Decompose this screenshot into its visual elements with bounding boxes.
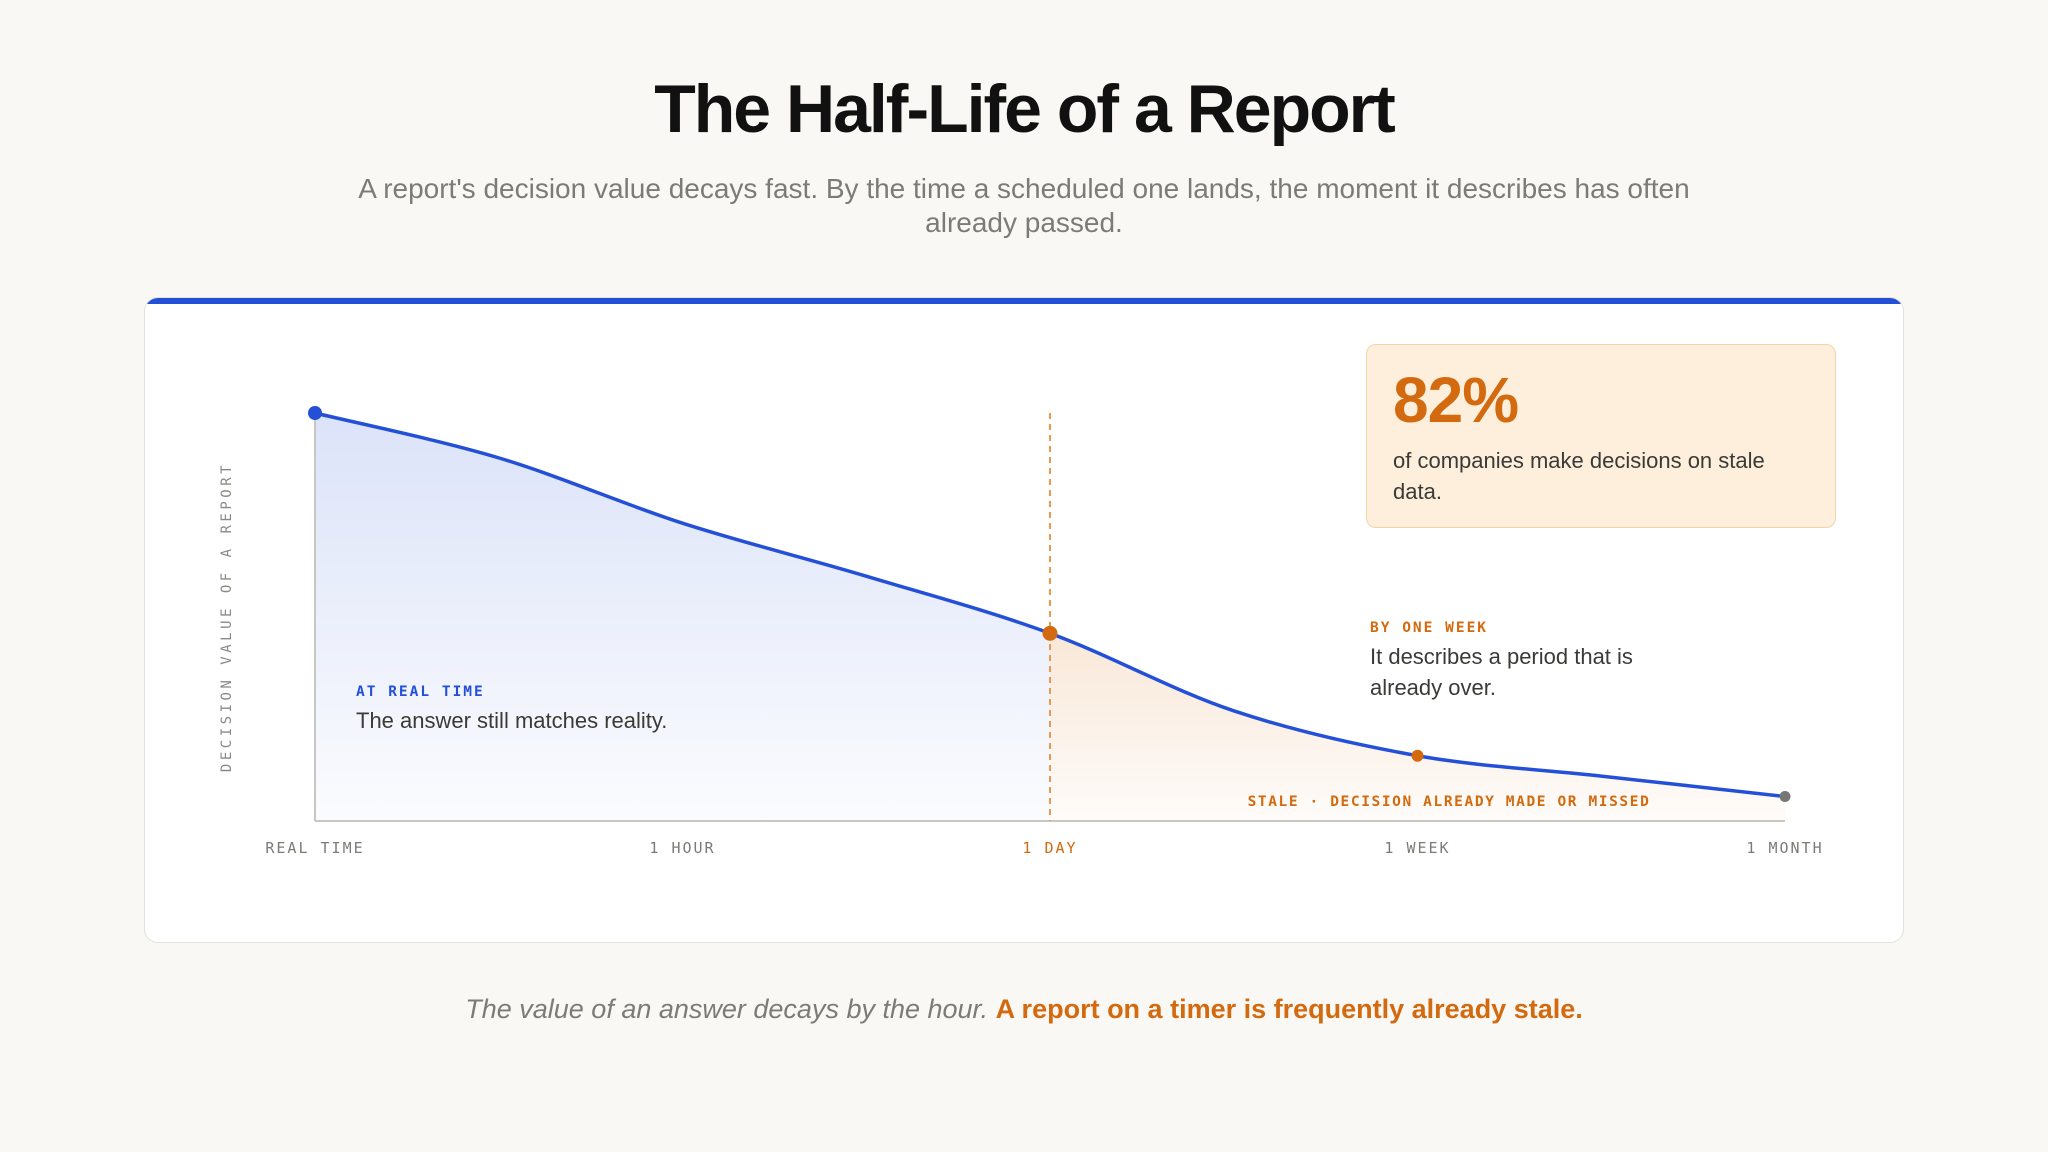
x-tick-label: REAL TIME bbox=[265, 839, 364, 857]
annotation-text: It describes a period that is already ove… bbox=[1370, 644, 1633, 700]
x-tick-label: 1 HOUR bbox=[649, 839, 715, 857]
marker-start bbox=[308, 406, 322, 420]
annotation-text: The answer still matches reality. bbox=[356, 708, 667, 733]
stat-callout: 82% of companies make decisions on stale… bbox=[1366, 344, 1836, 528]
annotation-heading: BY ONE WEEK bbox=[1370, 620, 1488, 636]
card-accent-bar bbox=[145, 298, 1903, 304]
decay-chart: REAL TIME 1 HOUR 1 DAY 1 WEEK 1 MONTH DECISIO… bbox=[219, 406, 1823, 857]
stale-area bbox=[1050, 633, 1785, 821]
marker-threshold bbox=[1042, 625, 1058, 641]
x-tick-label: 1 MONTH bbox=[1746, 839, 1823, 857]
footer-italic-text: The value of an answer decays by the hou… bbox=[465, 994, 989, 1024]
chart-card: REAL TIME 1 HOUR 1 DAY 1 WEEK 1 MONTH DECISIO… bbox=[144, 297, 1904, 943]
y-axis-label: DECISION VALUE OF A REPORT bbox=[219, 462, 235, 772]
marker-end bbox=[1779, 791, 1791, 803]
x-tick-label: 1 WEEK bbox=[1384, 839, 1450, 857]
annotation-heading: AT REAL TIME bbox=[356, 684, 485, 700]
page-title: The Half-Life of a Report bbox=[654, 71, 1396, 147]
fresh-area bbox=[315, 413, 1050, 821]
stale-zone-label: STALE · DECISION ALREADY MADE OR MISSED bbox=[1248, 794, 1651, 810]
footer-emphasis-text: A report on a timer is frequently alread… bbox=[995, 994, 1583, 1024]
page-subtitle: A report's decision value decays fast. B… bbox=[358, 173, 1690, 238]
stat-value: 82% bbox=[1393, 364, 1519, 436]
marker-week bbox=[1411, 749, 1424, 762]
footer-caption: The value of an answer decays by the hou… bbox=[0, 994, 2048, 1025]
x-tick-label: 1 DAY bbox=[1022, 839, 1077, 857]
stat-description: of companies make decisions on stale dat… bbox=[1393, 448, 1765, 504]
